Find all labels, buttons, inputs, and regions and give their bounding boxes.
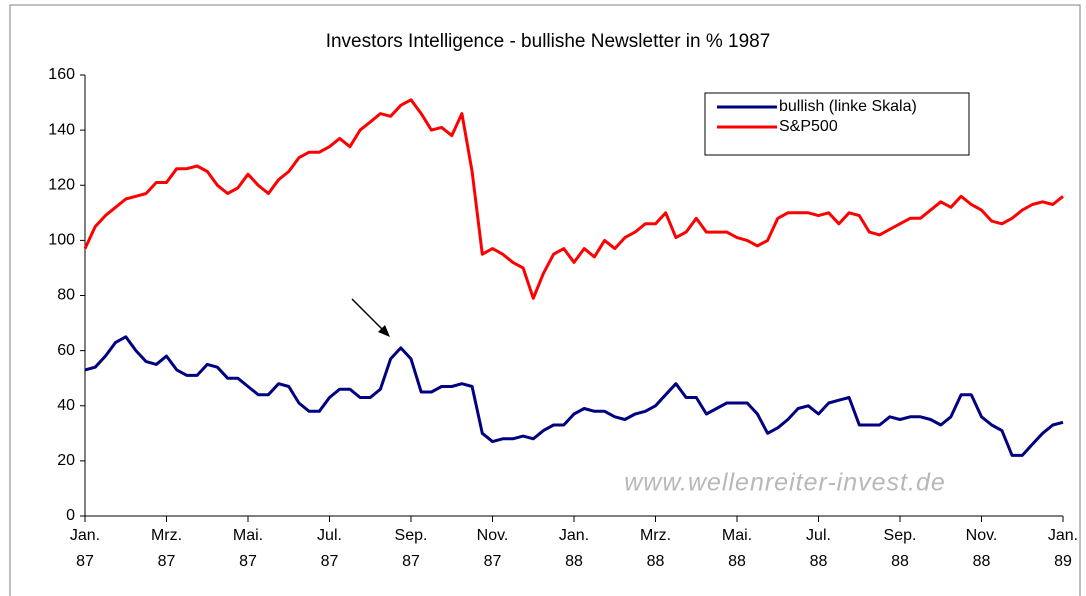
y-tick-label: 40 <box>57 397 75 414</box>
x-tick-label: Sep. 87 <box>394 527 428 570</box>
x-tick-label: Jul. 87 <box>317 527 342 570</box>
y-tick-label: 0 <box>66 507 75 524</box>
y-tick-label: 60 <box>57 342 75 359</box>
x-tick-label: Nov. 88 <box>965 527 998 570</box>
x-tick-label: Jan. 88 <box>558 527 590 570</box>
y-tick-label: 100 <box>48 232 75 249</box>
y-tick-label: 160 <box>48 66 75 83</box>
legend-label: bullish (linke Skala) <box>779 98 917 115</box>
arrow <box>351 298 385 332</box>
x-tick-label: Jul. 88 <box>806 527 831 570</box>
x-tick-label: Jan. 89 <box>1047 527 1079 570</box>
y-tick-label: 140 <box>48 121 75 138</box>
y-tick-label: 20 <box>57 452 75 469</box>
watermark: www.wellenreiter-invest.de <box>624 469 946 497</box>
line-series <box>83 98 1064 300</box>
legend-box <box>704 92 970 156</box>
x-tick-label: Mai. 87 <box>232 527 264 570</box>
x-tick-label: Nov. 87 <box>476 527 509 570</box>
y-tick-label: 120 <box>48 176 75 193</box>
x-tick-label: Sep. 88 <box>883 527 917 570</box>
line-series <box>84 335 1064 457</box>
x-tick-label: Mai. 88 <box>721 527 753 570</box>
x-tick-label: Mrz. 88 <box>639 527 672 570</box>
arrow-head <box>378 325 390 337</box>
x-tick-label: Mrz. 87 <box>150 527 183 570</box>
chart-title: Investors Intelligence - bullishe Newsle… <box>326 31 771 52</box>
legend-label: S&P500 <box>779 118 838 135</box>
y-tick-label: 80 <box>57 287 75 304</box>
x-tick-label: Jan. 87 <box>69 527 101 570</box>
